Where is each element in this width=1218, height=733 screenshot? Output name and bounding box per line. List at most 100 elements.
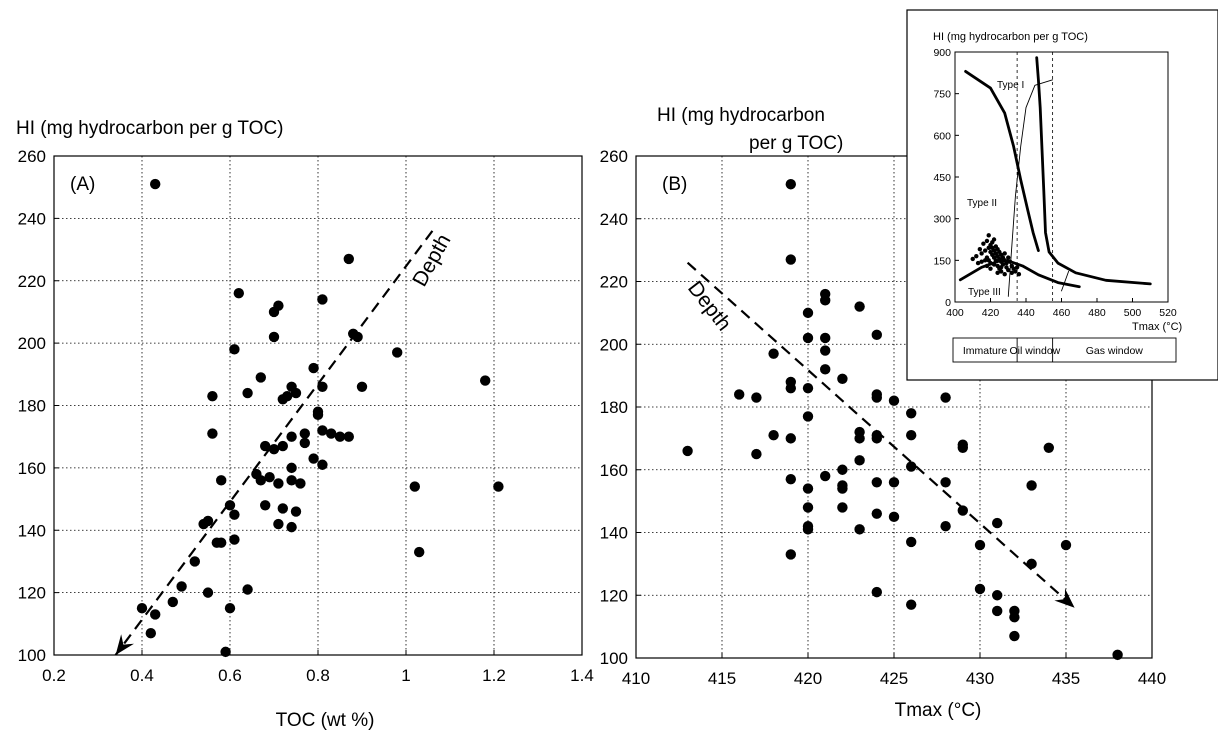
panel-a-data-point — [295, 478, 306, 489]
inset-data-point — [986, 233, 991, 238]
panel-b-data-point — [992, 517, 1003, 529]
panel-a-xlabel: TOC (wt %) — [276, 710, 375, 731]
panel-a-ytick-label: 200 — [18, 334, 46, 353]
panel-b-xtick-label: 435 — [1052, 669, 1080, 688]
inset-data-point — [1013, 269, 1018, 274]
inset-data-point — [1007, 259, 1013, 264]
inset-data-point — [1006, 267, 1011, 273]
inset-data-point — [975, 260, 981, 266]
panel-b-data-point — [906, 536, 917, 548]
inset-data-point — [988, 266, 993, 271]
panel-a-data-point — [493, 481, 504, 492]
panel-b-ylabel-line1: HI (mg hydrocarbon — [657, 105, 825, 126]
panel-a-data-point — [286, 475, 297, 486]
inset-data-point — [995, 270, 1000, 276]
panel-a-xtick-label: 1.2 — [482, 666, 506, 685]
inset-data-point — [984, 238, 990, 244]
panel-b-data-point — [854, 455, 865, 466]
panel-a-data-point — [224, 500, 236, 511]
inset-type-label: Type II — [967, 198, 997, 209]
panel-b-data-point — [940, 477, 951, 488]
inset-data-point — [970, 256, 975, 262]
panel-a-data-point — [189, 556, 200, 567]
panel-a-data-point — [317, 381, 328, 392]
panel-b-data-point — [751, 448, 762, 460]
panel-a-data-point — [207, 428, 218, 439]
panel-a-data-point — [317, 425, 328, 436]
panel-a-label: (A) — [70, 174, 95, 195]
panel-a-data-point — [480, 375, 491, 386]
panel-b-data-point — [820, 332, 831, 344]
panel-b-data-point — [785, 549, 796, 560]
panel-a-data-point — [290, 387, 302, 399]
panel-b-ytick-label: 220 — [600, 273, 628, 292]
panel-b-data-point — [854, 301, 865, 312]
inset-data-point — [984, 263, 990, 269]
panel-a-data-point — [176, 581, 187, 592]
panel-b-data-point — [871, 433, 882, 444]
inset-xtick-label: 500 — [1124, 307, 1142, 319]
panel-a-data-point — [277, 440, 288, 452]
panel-a-data-point — [343, 253, 354, 265]
panel-a-data-point — [260, 500, 271, 511]
inset-data-point — [982, 258, 988, 263]
panel-b-data-point — [1026, 480, 1037, 491]
panel-a-xtick-label: 0.8 — [306, 666, 330, 685]
panel-a-data-point — [273, 478, 284, 489]
panel-a-depth-label: Depth — [408, 230, 455, 290]
panel-b-data-point — [785, 254, 796, 265]
inset-ylabel: HI (mg hydrocarbon per g TOC) — [933, 31, 1088, 43]
inset-data-point — [979, 259, 984, 264]
panel-a-data-point — [409, 481, 420, 492]
panel-a-data-point — [229, 344, 240, 355]
panel-a-data-point — [216, 537, 227, 548]
panel-b-data-point — [785, 433, 796, 444]
panel-b-data-point — [802, 483, 814, 494]
panel-b-data-point — [802, 332, 814, 344]
panel-a-data-point — [260, 440, 271, 452]
panel-a-data-point — [167, 596, 178, 608]
panel-a-data-point — [242, 387, 253, 399]
panel-b-ytick-label: 260 — [600, 147, 628, 166]
inset-ytick-label: 600 — [933, 130, 951, 142]
panel-b-data-point — [820, 295, 831, 306]
inset-short-curve — [1061, 270, 1070, 292]
panel-a-data-point — [277, 503, 288, 514]
panel-b-data-point — [871, 477, 882, 488]
panel-b-ylabel-line2: per g TOC) — [749, 133, 843, 154]
panel-a-xtick-label: 1 — [401, 666, 410, 685]
inset-data-point — [991, 262, 997, 267]
panel-b-data-point — [682, 445, 693, 457]
panel-b-data-point — [1043, 442, 1055, 453]
panel-a-xtick-label: 0.2 — [42, 666, 66, 685]
inset-xtick-label: 420 — [982, 307, 1000, 319]
inset-maturity-zone-label: Gas window — [1086, 345, 1144, 357]
panel-b-xtick-label: 425 — [880, 669, 908, 688]
panel-a: HI (mg hydrocarbon per g TOC) TOC (wt %)… — [16, 118, 594, 731]
panel-b-data-point — [871, 586, 882, 598]
panel-b-data-point — [785, 473, 796, 485]
panel-a-ytick-label: 160 — [18, 459, 46, 478]
panel-b-ytick-label: 240 — [600, 210, 628, 229]
inset-data-point — [998, 265, 1004, 270]
panel-b-ytick-label: 140 — [600, 524, 628, 543]
panel-b-depth-label: Depth — [683, 277, 736, 335]
panel-a-data-point — [202, 587, 214, 598]
panel-b-data-point — [1009, 630, 1020, 642]
panel-b-data-point — [854, 433, 865, 444]
panel-b-xtick-label: 420 — [794, 669, 822, 688]
panel-a-data-point — [255, 475, 266, 486]
panel-b-data-point — [906, 430, 917, 441]
panel-b-data-point — [802, 502, 814, 513]
panel-b-data-point — [837, 483, 848, 494]
panel-a-data-point — [220, 646, 231, 658]
panel-a-data-point — [145, 627, 156, 639]
inset-xtick-label: 400 — [946, 307, 964, 319]
panel-b-data-point — [940, 521, 951, 532]
inset-thin-curve — [1007, 79, 1054, 297]
inset-ytick-label: 150 — [933, 255, 951, 267]
panel-a-data-point — [308, 453, 319, 464]
panel-a-data-point — [299, 428, 310, 439]
inset-data-point — [991, 237, 997, 242]
